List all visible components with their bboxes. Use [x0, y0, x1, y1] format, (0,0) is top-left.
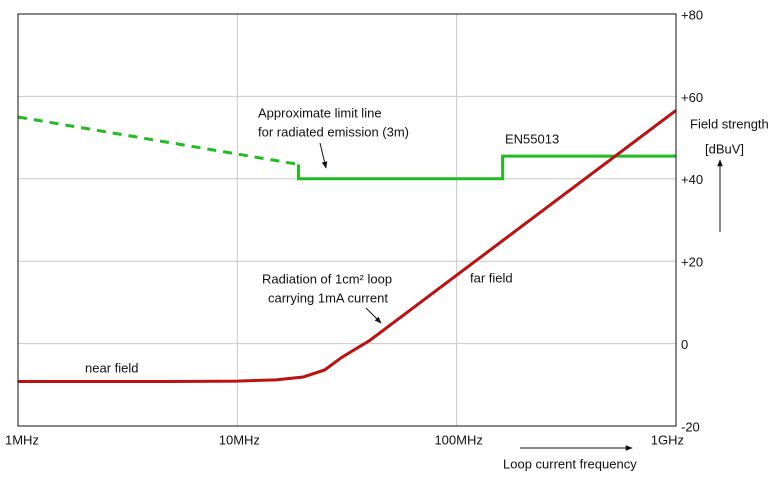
- series-line: [17, 115, 299, 166]
- y-tick-label: +60: [681, 90, 703, 105]
- plot-frame: [17, 13, 677, 427]
- series-line: [296, 154, 676, 181]
- annotation: EN55013: [505, 131, 559, 146]
- annotation: carrying 1mA current: [268, 290, 388, 305]
- annotation: Radiation of 1cm² loop: [262, 271, 392, 286]
- y-tick-label: +40: [681, 172, 703, 187]
- y-tick-label: 0: [681, 337, 688, 352]
- annotation-arrow: [319, 142, 328, 169]
- x-tick-label: 100MHz: [434, 432, 482, 447]
- y-axis-label: Field strength: [690, 116, 769, 131]
- annotation: Approximate limit line: [258, 105, 382, 120]
- x-axis-label: Loop current frequency: [503, 456, 637, 471]
- x-tick-label: 10MHz: [219, 432, 260, 447]
- y-tick-label: +20: [681, 255, 703, 270]
- x-tick-label: 1GHz: [651, 432, 684, 447]
- y-axis-unit: [dBuV]: [705, 141, 744, 156]
- annotation: for radiated emission (3m): [258, 124, 409, 139]
- annotation: far field: [470, 270, 513, 285]
- x-tick-label: 1MHz: [5, 432, 39, 447]
- annotation: near field: [85, 360, 138, 375]
- y-tick-label: -20: [681, 419, 700, 434]
- annotation-arrow: [365, 307, 382, 324]
- series-line: [18, 109, 677, 384]
- y-tick-label: +80: [681, 7, 703, 22]
- lines: [17, 109, 677, 384]
